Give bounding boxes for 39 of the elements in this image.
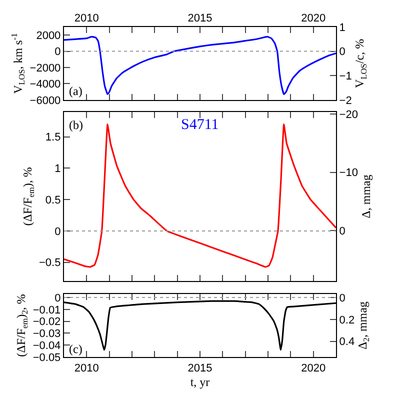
y2-tick-label: 0.2 [339,314,355,326]
y-tick-label: −0.01 [32,304,61,316]
y-tick-label: 0 [54,292,61,304]
annotation: (a) [69,84,82,98]
y2-tick-label: −20 [339,108,358,121]
y-tick-label: −0.04 [32,340,61,352]
x-tick-label: 2020 [301,362,326,374]
y2-tick-label: 0 [339,225,346,238]
x-tick-label: 2020 [301,12,326,24]
x-tick-label: 2015 [188,362,212,374]
y2-tick-label: 0 [339,292,346,304]
y2-axis-title: Δ, mmag [358,174,373,218]
y2-tick-label: 1 [339,22,346,34]
y-tick-label: −0.05 [32,352,61,364]
y-tick-label: 1 [54,163,61,176]
y-tick-label: −0.02 [32,316,61,328]
x-tick-label: 2010 [74,362,99,374]
y-tick-label: −6000 [30,94,61,107]
annotation: (b) [69,118,83,132]
y2-tick-label: 0 [339,46,346,58]
y-tick-label: 1.5 [45,132,61,144]
y-tick-label: 0 [54,226,61,238]
x-tick-label: 2015 [188,12,212,24]
x-axis-title: t, yr [190,375,210,390]
y-tick-label: −2000 [30,62,61,74]
line-series [64,36,336,96]
y-tick-label: −0.5 [38,257,61,270]
annotation: S4711 [181,117,219,133]
y2-tick-label: −10 [339,167,358,180]
y2-tick-label: −2 [339,94,352,107]
y-tick-label: 0.5 [45,194,61,206]
y-tick-label: 2000 [36,30,61,42]
y2-tick-label: −1 [339,70,352,82]
y-tick-label: −4000 [30,78,61,91]
x-tick-label: 2010 [74,12,99,24]
y-tick-label: 0 [54,46,61,58]
y2-tick-label: 0.4 [339,336,355,348]
y-tick-label: −0.03 [32,328,61,340]
annotation: (c) [69,342,82,356]
